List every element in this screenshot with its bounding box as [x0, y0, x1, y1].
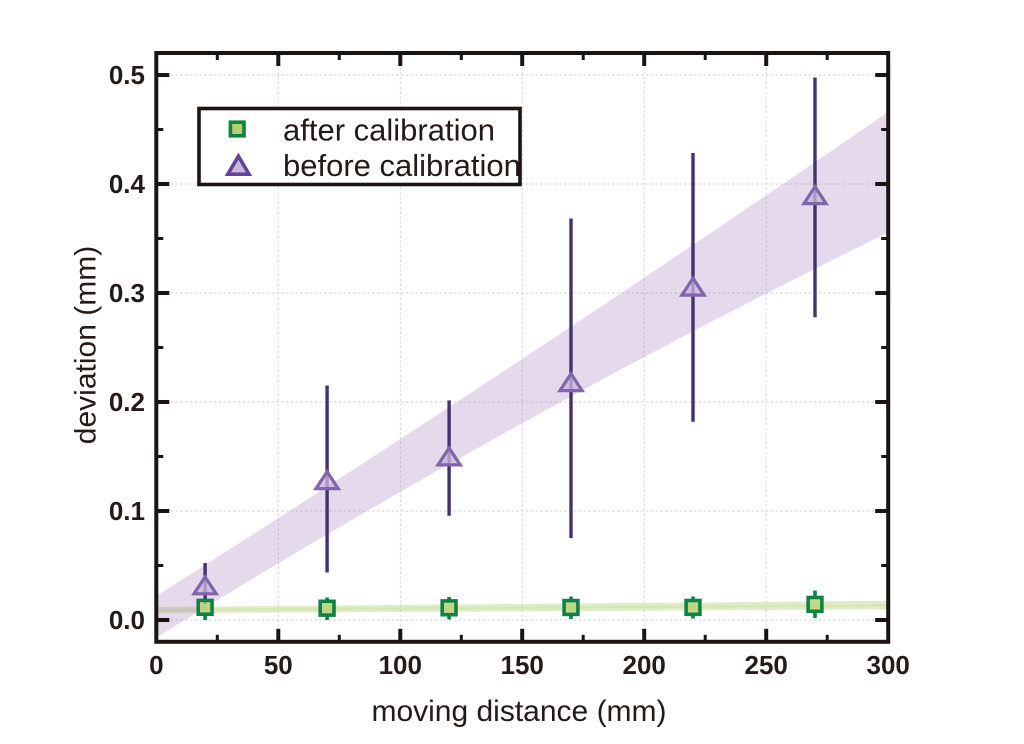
svg-text:moving distance (mm): moving distance (mm): [371, 695, 666, 728]
svg-text:300: 300: [867, 650, 910, 680]
svg-text:after calibration: after calibration: [283, 113, 495, 148]
svg-text:250: 250: [745, 650, 788, 680]
svg-text:0: 0: [149, 650, 163, 680]
svg-text:150: 150: [501, 650, 544, 680]
svg-text:0.0: 0.0: [109, 605, 145, 635]
svg-text:0.4: 0.4: [109, 169, 146, 199]
svg-text:0.1: 0.1: [109, 496, 145, 526]
svg-text:200: 200: [623, 650, 666, 680]
svg-text:0.2: 0.2: [109, 387, 145, 417]
svg-text:before calibration: before calibration: [283, 148, 521, 183]
svg-text:0.3: 0.3: [109, 278, 145, 308]
svg-text:deviation (mm): deviation (mm): [70, 246, 103, 444]
svg-text:0.5: 0.5: [109, 60, 145, 90]
svg-text:50: 50: [264, 650, 293, 680]
svg-text:100: 100: [379, 650, 422, 680]
